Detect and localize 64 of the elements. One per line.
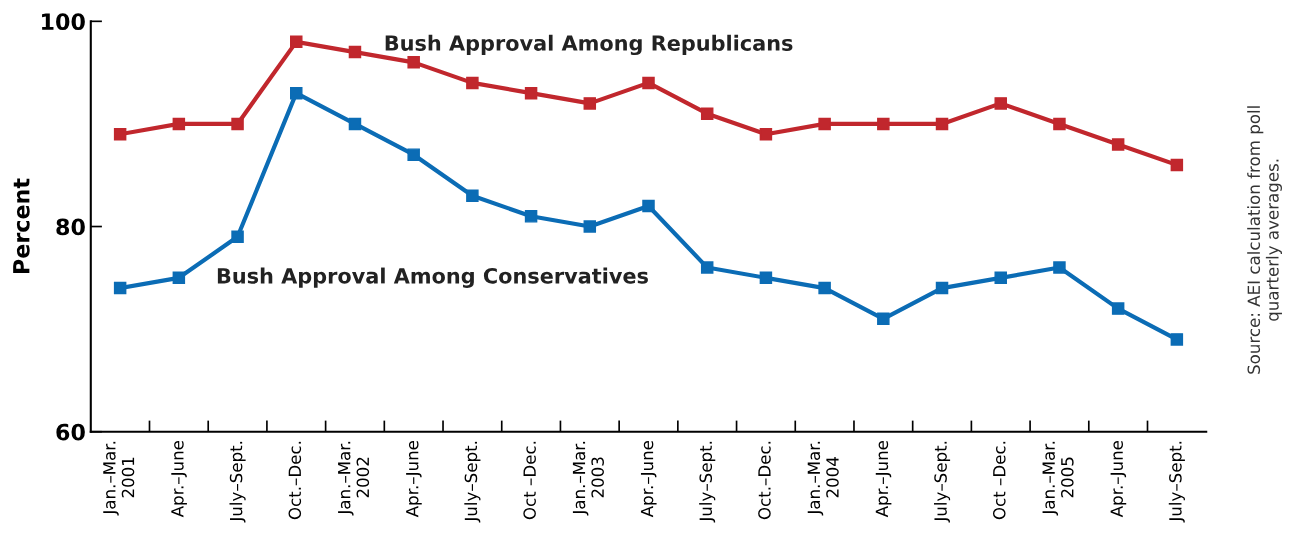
point [231, 230, 244, 244]
point [642, 76, 655, 90]
point [290, 86, 303, 100]
point [935, 281, 949, 295]
series-label: Bush Approval Among Conservatives [217, 267, 648, 288]
x-tick-label: Apr.–June [406, 440, 422, 518]
point [1111, 302, 1125, 315]
x-tick-label: July–Sept. [229, 441, 246, 523]
point [583, 220, 597, 233]
point [466, 76, 479, 90]
x-tick-label: Jan.–Mar. 2005 [1042, 441, 1074, 516]
point [407, 148, 420, 161]
point [407, 56, 420, 69]
point [994, 271, 1007, 285]
x-tick-label: Jan.–Mar. 2004 [807, 441, 839, 516]
point [759, 127, 773, 141]
y-tick-label: 80 [56, 218, 85, 236]
point [290, 35, 303, 49]
x-tick-label: Jan.–Mar. 2001 [103, 441, 135, 516]
x-tick-label: Apr.–June [171, 440, 187, 518]
point [348, 45, 362, 59]
x-tick-label: Oct.–Dec. [288, 441, 302, 520]
y-tick-label: 100 [42, 13, 85, 31]
point [113, 127, 127, 141]
point [348, 117, 362, 131]
point [818, 281, 831, 295]
x-tick-label: Apr.–June [640, 440, 657, 518]
point [113, 281, 127, 295]
point [1053, 117, 1066, 131]
point [1111, 138, 1125, 151]
point [231, 117, 244, 131]
point [1170, 158, 1184, 172]
x-tick-label: Oct.–Dec. [758, 441, 771, 520]
point [583, 97, 597, 110]
x-tick-label: Jan.–Mar. 2002 [338, 441, 370, 516]
point [700, 107, 714, 120]
point [994, 97, 1007, 110]
point [700, 261, 714, 274]
series-label: Bush Approval Among Republicans [385, 34, 793, 56]
x-tick-label: Apr.–June [1110, 440, 1127, 518]
x-tick-label: July–Sept. [464, 441, 481, 523]
point [524, 86, 538, 100]
point [524, 210, 538, 223]
point [877, 117, 890, 131]
x-tick-label: Oct –Dec. [523, 441, 536, 520]
source-note: Source: AEI calculation from poll quarterly averages. [1247, 106, 1282, 374]
point [1053, 261, 1066, 274]
point [818, 117, 831, 131]
x-tick-label: July–Sept. [933, 441, 951, 523]
y-tick-label: 60 [56, 423, 85, 441]
x-tick-label: Apr.–June [875, 440, 892, 518]
point [935, 117, 949, 131]
point [642, 199, 655, 213]
y-axis-title: Percent [13, 178, 30, 273]
point [1170, 333, 1184, 346]
x-tick-label: Oct –Dec. [992, 441, 1006, 520]
point [172, 271, 186, 285]
x-tick-label: July–Sept. [699, 441, 716, 523]
point [466, 189, 479, 202]
point [759, 271, 773, 285]
point [172, 117, 186, 131]
x-tick-label: Jan.–Mar. 2003 [572, 441, 604, 516]
x-tick-label: July–Sept. [1168, 441, 1185, 523]
point [877, 312, 890, 326]
